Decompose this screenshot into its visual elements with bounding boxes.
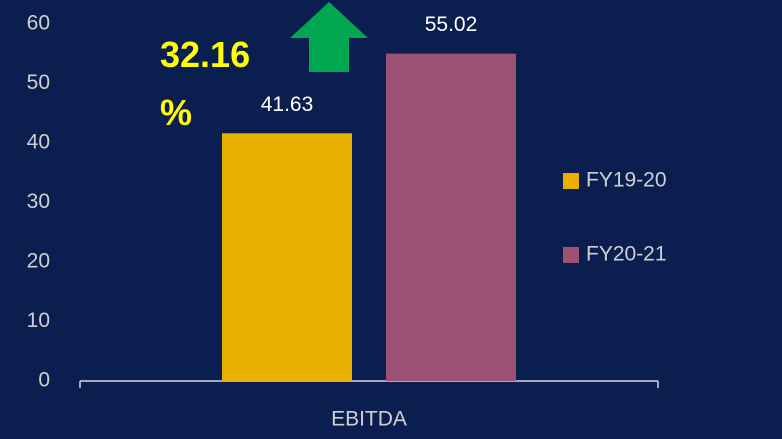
y-tick-label: 0 [38,369,50,392]
legend-swatch [563,247,579,263]
y-tick-label: 10 [27,309,50,332]
legend-label: FY19-20 [586,169,667,192]
up-arrow [290,2,368,72]
y-tick-label: 50 [27,71,50,94]
y-tick-label: 60 [27,12,50,35]
y-tick-label: 40 [27,131,50,154]
y-tick-label: 20 [27,250,50,273]
value-label: 55.02 [425,13,478,36]
bar [222,133,352,381]
y-tick-label: 30 [27,190,50,213]
legend-label: FY20-21 [586,243,667,266]
value-label: 41.63 [261,93,314,116]
legend-swatch [563,173,579,189]
x-tick-label: EBITDA [331,408,407,431]
bar [386,53,516,381]
annotation: 32.16 % [160,34,251,133]
